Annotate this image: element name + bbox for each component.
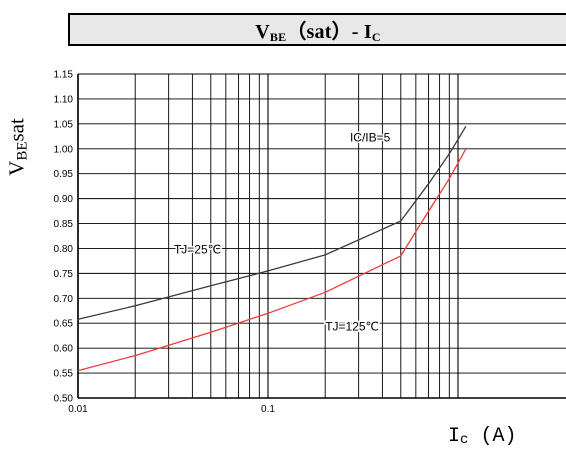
y-tick-label: 1.00 — [54, 144, 74, 155]
chart-title-box: VBE（sat）- IC — [68, 13, 566, 46]
y-tick-label: 0.80 — [54, 244, 74, 255]
y-tick-label: 1.05 — [54, 119, 74, 130]
chart-title: VBE（sat）- IC — [255, 20, 381, 44]
y-tick-label: 1.15 — [54, 70, 74, 81]
series-line-tj125 — [77, 148, 467, 372]
x-tick-label: 0.01 — [68, 404, 88, 415]
annotation-tj25: TJ=25℃ — [174, 242, 221, 256]
y-tick-label: 0.55 — [54, 369, 74, 380]
y-tick-label: 0.65 — [54, 319, 74, 330]
x-axis-label: Ic (A) — [448, 425, 517, 448]
y-tick-label: 0.60 — [54, 344, 74, 355]
annotation-tj125: TJ=125℃ — [325, 320, 379, 334]
y-tick-label: 0.70 — [54, 294, 74, 305]
series-line-tj25 — [77, 125, 467, 320]
y-tick-label: 0.90 — [54, 194, 74, 205]
y-tick-label: 0.50 — [54, 394, 74, 405]
y-tick-label: 0.75 — [54, 269, 74, 280]
x-tick-label: 0.1 — [261, 404, 275, 415]
annotation-ic-ib-ratio: IC/IB=5 — [350, 130, 391, 144]
y-tick-label: 0.85 — [54, 219, 74, 230]
y-tick-label: 1.10 — [54, 94, 74, 105]
y-tick-label: 0.95 — [54, 169, 74, 180]
